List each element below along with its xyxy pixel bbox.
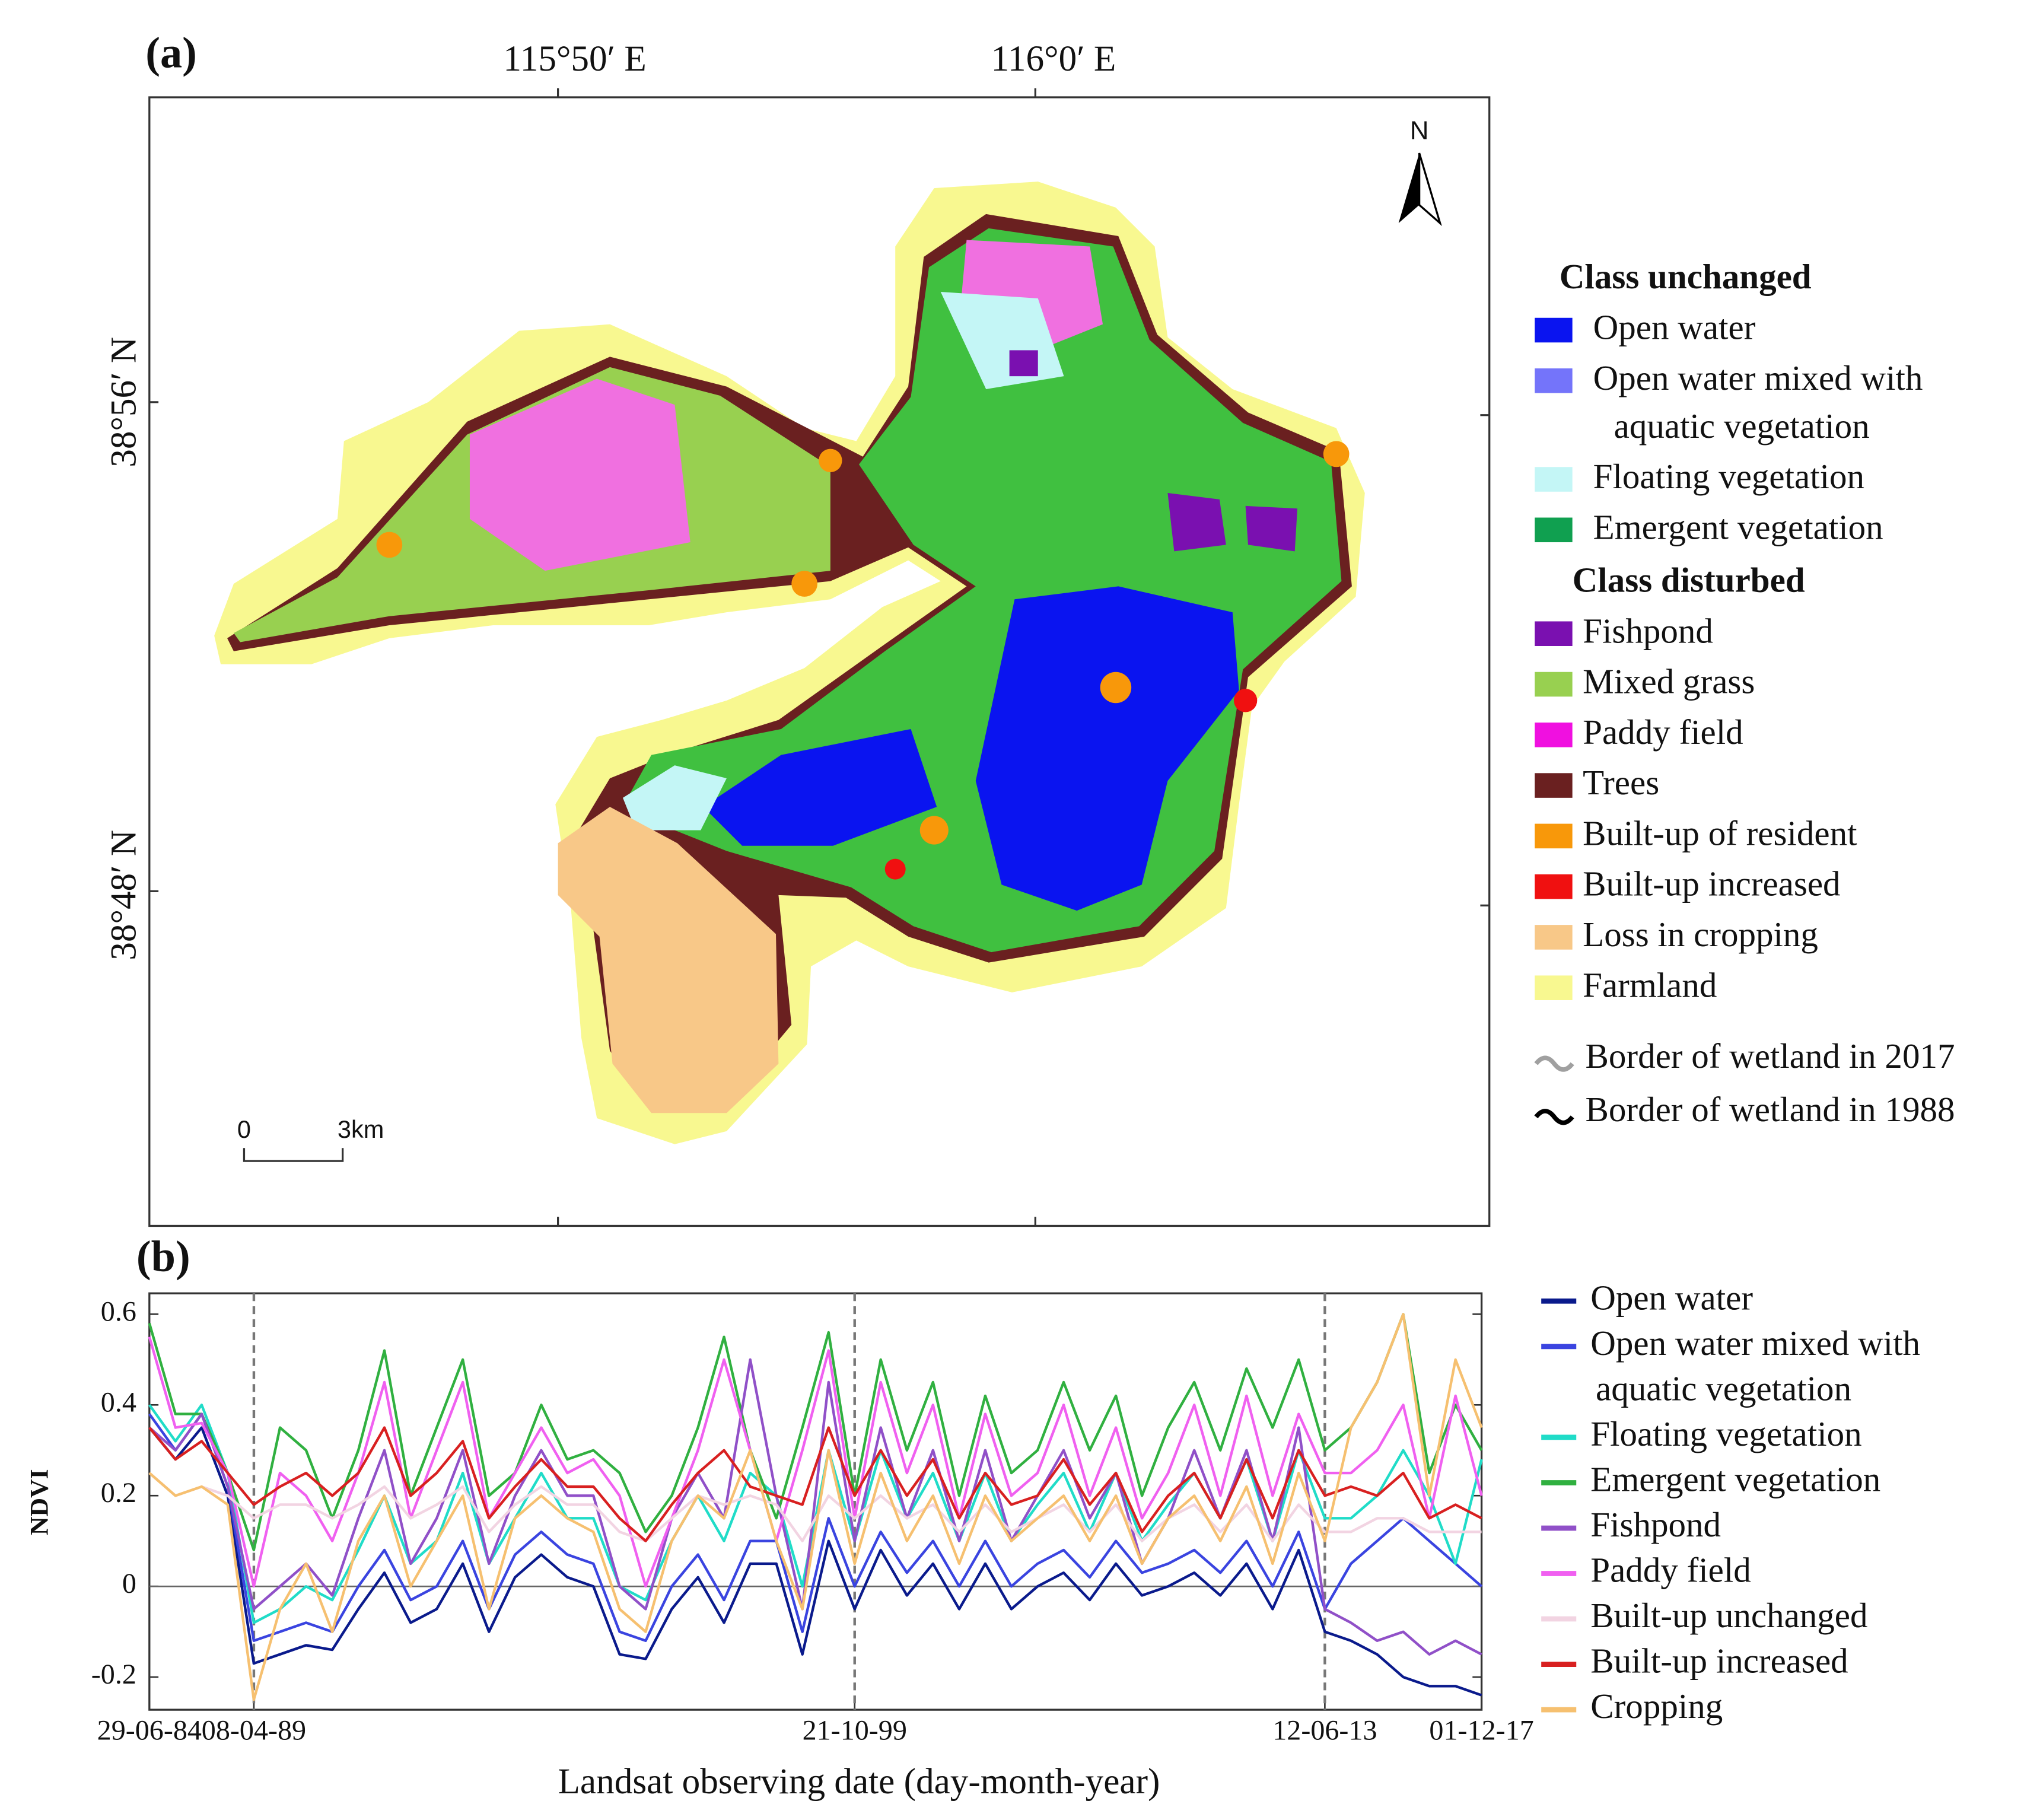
north-arrow: N bbox=[1398, 116, 1442, 227]
legend-label: Paddy field bbox=[1590, 1550, 1751, 1589]
legend-label-line: Open water mixed with bbox=[1593, 358, 1923, 397]
legend-label-line: Open water bbox=[1593, 307, 1756, 346]
north-label: N bbox=[1410, 116, 1429, 145]
scale-label: 3km bbox=[338, 1115, 384, 1143]
legend-label: Floating vegetation bbox=[1593, 457, 1864, 496]
series-line bbox=[148, 1337, 1483, 1588]
legend-label-line: Built-up of resident bbox=[1583, 813, 1857, 852]
legend-label: Emergent vegetation bbox=[1593, 507, 1883, 546]
legend-label-line: Fishpond bbox=[1590, 1505, 1721, 1544]
series-line bbox=[148, 1313, 1483, 1552]
legend-swatch bbox=[1535, 317, 1573, 343]
legend-label-line: Loss in cropping bbox=[1583, 915, 1818, 954]
lon-label: 115°50′ E bbox=[503, 39, 646, 79]
legend-label: Border of wetland in 1988 bbox=[1586, 1090, 1955, 1129]
legend-swatch bbox=[1535, 773, 1573, 798]
y-axis-label: NDVI bbox=[25, 1469, 53, 1535]
legend-swatch bbox=[1535, 672, 1573, 697]
lat-label: 38°56′ N bbox=[104, 337, 144, 467]
x-tick-label: 21-10-99 bbox=[803, 1715, 907, 1746]
legend-label-line: Floating vegetation bbox=[1593, 457, 1864, 496]
legend-label: Loss in cropping bbox=[1583, 915, 1818, 954]
legend-label: Trees bbox=[1583, 763, 1659, 802]
legend-label-line: Paddy field bbox=[1583, 712, 1743, 751]
legend-label: Built-up of resident bbox=[1583, 813, 1857, 852]
x-tick-label: 12-06-13 bbox=[1272, 1715, 1377, 1746]
legend-label-line: Mixed grass bbox=[1583, 661, 1755, 701]
legend-label: Farmland bbox=[1583, 965, 1717, 1004]
legend-label: Open water mixed with aquatic vegetation bbox=[1593, 358, 1923, 445]
legend-label-line: Cropping bbox=[1590, 1687, 1723, 1726]
legend-label-line: Built-up increased bbox=[1590, 1641, 1848, 1680]
map-frame-ticks bbox=[149, 88, 1490, 1226]
legend-label: Mixed grass bbox=[1583, 661, 1755, 701]
legend-label: Built-up increased bbox=[1583, 864, 1840, 903]
legend-label-line: Built-up unchanged bbox=[1590, 1596, 1867, 1635]
legend-swatch bbox=[1535, 874, 1573, 899]
y-tick-label: 0.2 bbox=[101, 1477, 136, 1509]
legend-swatch bbox=[1535, 723, 1573, 747]
series-line bbox=[148, 1313, 1483, 1701]
scale-bar: 0 3km bbox=[237, 1115, 384, 1162]
series-line bbox=[148, 1426, 1482, 1542]
legend-border-line bbox=[1534, 1055, 1574, 1072]
legend-label: Floating vegetation bbox=[1590, 1414, 1861, 1453]
legend-swatch bbox=[1535, 975, 1573, 1000]
legend-swatch bbox=[1535, 925, 1573, 950]
legend-label: Fishpond bbox=[1583, 611, 1713, 650]
legend-label: Fishpond bbox=[1590, 1505, 1721, 1544]
legend-label-line: Emergent vegetation bbox=[1590, 1459, 1880, 1498]
series-line bbox=[148, 1426, 1482, 1697]
legend-header: Class unchanged bbox=[1560, 257, 1812, 296]
legend-label: Paddy field bbox=[1583, 712, 1743, 751]
legend-label: Built-up unchanged bbox=[1590, 1596, 1867, 1635]
legend-border-line bbox=[1534, 1109, 1574, 1125]
legend-label-line: aquatic vegetation bbox=[1596, 1369, 1851, 1408]
panel-label: (a) bbox=[145, 28, 197, 77]
legend-label-line: Open water bbox=[1590, 1278, 1753, 1317]
legend-label-line: Built-up increased bbox=[1583, 864, 1840, 903]
legend-swatch bbox=[1535, 467, 1573, 492]
legend-label-line: Open water mixed with bbox=[1590, 1323, 1920, 1362]
legend-label: Emergent vegetation bbox=[1590, 1459, 1880, 1498]
legend-label-line: Trees bbox=[1583, 763, 1659, 802]
y-tick-label: -0.2 bbox=[91, 1659, 136, 1690]
x-tick-label: 29-06-84 bbox=[97, 1715, 202, 1746]
legend-header: Class disturbed bbox=[1573, 561, 1805, 600]
plot-frame bbox=[148, 1292, 1483, 1711]
series-line bbox=[148, 1358, 1482, 1656]
legend-label: Built-up increased bbox=[1590, 1641, 1848, 1680]
legend-label-line: Fishpond bbox=[1583, 611, 1713, 650]
legend-label-line: aquatic vegetation bbox=[1614, 406, 1870, 445]
legend-label-line: Floating vegetation bbox=[1590, 1414, 1861, 1453]
scale-label: 0 bbox=[237, 1115, 251, 1143]
x-tick-label: 01-12-17 bbox=[1429, 1715, 1533, 1746]
y-tick-label: 0.6 bbox=[101, 1296, 136, 1327]
legend-swatch bbox=[1535, 823, 1573, 849]
legend-label: Open water bbox=[1593, 307, 1756, 346]
legend-label-line: Farmland bbox=[1583, 965, 1717, 1004]
legend-swatch bbox=[1535, 368, 1573, 393]
x-tick-label: 08-04-89 bbox=[202, 1715, 306, 1746]
map bbox=[214, 182, 1365, 1144]
y-tick-label: 0.4 bbox=[101, 1386, 136, 1418]
legend-swatch bbox=[1535, 517, 1573, 543]
legend-label: Border of wetland in 2017 bbox=[1586, 1036, 1955, 1076]
legend-label: Open water bbox=[1590, 1278, 1753, 1317]
legend-label: Open water mixed with aquatic vegetation bbox=[1590, 1323, 1920, 1408]
lon-label: 116°0′ E bbox=[991, 39, 1116, 79]
series-line bbox=[148, 1412, 1483, 1642]
lat-label: 38°48′ N bbox=[104, 830, 144, 960]
legend-label: Cropping bbox=[1590, 1687, 1723, 1726]
legend-label-line: Emergent vegetation bbox=[1593, 507, 1883, 546]
legend-label-line: Paddy field bbox=[1590, 1550, 1751, 1589]
y-tick-label: 0 bbox=[122, 1568, 136, 1599]
x-axis-label: Landsat observing date (day-month-year) bbox=[558, 1761, 1160, 1802]
panel-label: (b) bbox=[136, 1233, 190, 1281]
legend-swatch bbox=[1535, 621, 1573, 646]
